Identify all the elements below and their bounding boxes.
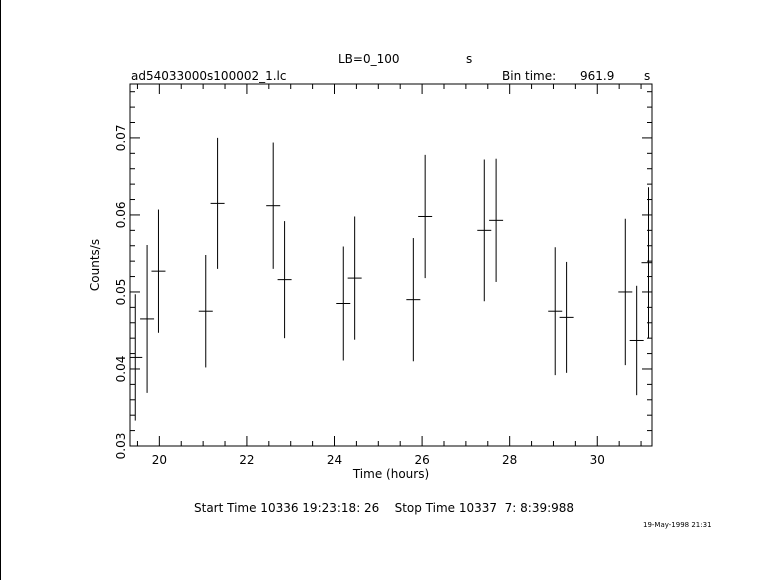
filename-label: ad54033000s100002_1.lc [131, 69, 287, 83]
data-point [266, 142, 281, 269]
y-axis-label: Counts/s [88, 239, 102, 291]
data-point [559, 261, 574, 373]
data-point [140, 244, 155, 393]
lb-unit: s [466, 52, 473, 66]
bin-time-label: Bin time: [502, 69, 557, 83]
axis-tick-labels: 20 22 24 26 28 30 0.03 0.04 0.05 0.06 0.07 [114, 125, 605, 467]
x-tick-label: 26 [414, 453, 429, 467]
data-point [418, 154, 433, 279]
y-tick-label: 0.04 [114, 356, 128, 383]
y-tick-label: 0.03 [114, 433, 128, 460]
data-point [130, 294, 143, 421]
date-stamp: 19-May-1998 21:31 [643, 521, 712, 529]
x-tick-label: 24 [327, 453, 342, 467]
x-tick-label: 28 [502, 453, 517, 467]
data-point [336, 246, 351, 361]
start-stop-times: Start Time 10336 19:23:18: 26 Stop Time … [194, 501, 575, 515]
left-border-line [0, 0, 1, 580]
y-tick-label: 0.07 [114, 125, 128, 152]
data-point [277, 221, 292, 339]
lb-label: LB=0_100 [338, 52, 400, 66]
data-points [130, 137, 652, 421]
data-point [629, 285, 644, 396]
plot-frame [129, 83, 653, 447]
data-point [198, 254, 213, 368]
data-point [406, 238, 421, 362]
data-point [618, 218, 633, 366]
x-tick-label: 30 [590, 453, 605, 467]
data-point [489, 158, 504, 282]
data-point [477, 159, 492, 302]
data-point [210, 137, 225, 269]
axis-ticks [130, 84, 652, 447]
bin-time-unit: s [644, 69, 651, 83]
data-point [641, 187, 652, 339]
x-tick-label: 22 [239, 453, 254, 467]
x-axis-label: Time (hours) [352, 467, 429, 481]
y-tick-label: 0.06 [114, 202, 128, 229]
y-tick-label: 0.05 [114, 279, 128, 306]
data-point [548, 247, 563, 376]
data-point [347, 216, 362, 340]
x-tick-label: 20 [152, 453, 167, 467]
data-point [151, 209, 166, 333]
bin-time-value: 961.9 [580, 69, 615, 83]
